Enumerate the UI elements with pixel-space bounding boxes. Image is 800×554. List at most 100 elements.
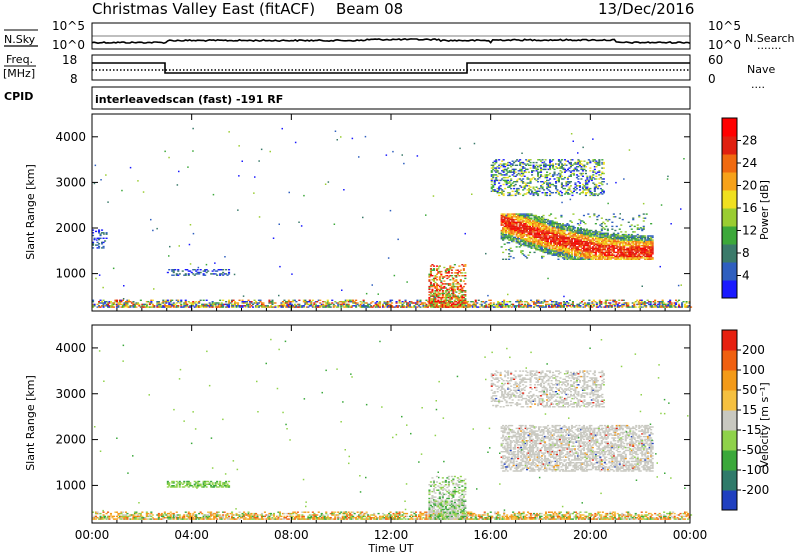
power-echo-cell	[385, 303, 388, 306]
power-echo-cell	[495, 161, 498, 164]
power-echo-cell	[500, 218, 503, 221]
power-echo-cell	[109, 305, 112, 307]
power-echo-cell	[602, 192, 605, 194]
power-echo-cell	[596, 163, 599, 165]
power-echo-cell	[518, 233, 521, 236]
power-echo-cell	[362, 306, 365, 308]
power-echo-cell	[576, 305, 579, 307]
power-echo-cell	[526, 220, 529, 222]
power-echo-cell	[526, 185, 529, 187]
power-echo-cell	[583, 302, 586, 304]
power-echo-cell	[498, 187, 501, 190]
power-echo-cell	[551, 228, 554, 230]
power-echo-cell	[192, 127, 194, 130]
power-echo-cell	[530, 221, 533, 223]
power-echo-cell	[507, 161, 510, 164]
power-echo-cell	[575, 258, 578, 260]
power-echo-cell	[226, 305, 229, 307]
power-echo-cell	[529, 229, 532, 232]
power-echo-cell	[649, 303, 652, 306]
power-echo-cell	[632, 236, 635, 239]
power-echo-cell	[443, 306, 446, 308]
power-echo-cell	[496, 175, 499, 177]
power-echo-cell	[526, 235, 529, 237]
velocity-echo-cell	[138, 512, 141, 515]
power-echo-cell	[195, 306, 198, 308]
power-echo-cell	[614, 238, 617, 240]
power-echo-cell	[507, 176, 510, 179]
power-echo-cell	[456, 296, 459, 299]
power-echo-cell	[527, 254, 530, 256]
power-echo-cell	[590, 250, 593, 252]
power-echo-cell	[607, 302, 610, 304]
power-echo-cell	[519, 178, 522, 180]
power-echo-cell	[618, 217, 621, 219]
power-echo-cell	[551, 220, 554, 222]
power-echo-cell	[525, 183, 528, 186]
power-echo-cell	[449, 306, 452, 308]
power-echo-cell	[543, 299, 546, 301]
power-echo-cell	[520, 244, 523, 247]
power-echo-cell	[580, 172, 583, 175]
power-echo-cell	[517, 231, 520, 233]
power-echo-cell	[537, 159, 540, 161]
power-echo-cell	[316, 306, 319, 308]
power-echo-cell	[434, 305, 437, 307]
power-echo-cell	[567, 227, 570, 229]
power-echo-cell	[587, 179, 590, 182]
velocity-echo-cell	[121, 515, 124, 518]
power-echo-cell	[492, 190, 495, 192]
power-echo-cell	[528, 189, 531, 191]
power-echo-cell	[558, 233, 561, 236]
power-echo-cell	[606, 299, 609, 301]
power-echo-cell	[525, 159, 528, 161]
power-echo-cell	[505, 258, 508, 260]
power-echo-cell	[117, 302, 120, 304]
power-echo-cell	[135, 303, 138, 306]
power-echo-cell	[526, 189, 529, 191]
velocity-echo-cell	[157, 515, 160, 518]
power-echo-cell	[211, 302, 214, 304]
power-echo-cell	[202, 303, 205, 306]
power-echo-cell	[190, 271, 193, 274]
power-echo-cell	[615, 301, 618, 303]
power-echo-cell	[530, 247, 533, 249]
power-echo-cell	[623, 247, 626, 249]
power-echo-cell	[542, 251, 545, 254]
power-echo-cell	[527, 243, 530, 245]
power-echo-cell	[367, 306, 370, 308]
velocity-echo-cell	[148, 515, 151, 518]
power-echo-cell	[383, 301, 386, 303]
power-echo-cell	[340, 303, 343, 306]
power-echo-cell	[576, 246, 579, 248]
power-echo-cell	[428, 275, 431, 277]
power-echo-cell	[612, 251, 615, 254]
power-echo-cell	[322, 306, 325, 308]
power-echo-cell	[570, 247, 573, 249]
power-echo-cell	[356, 302, 359, 304]
power-echo-cell	[527, 233, 530, 236]
power-echo-cell	[609, 255, 612, 258]
power-echo-cell	[641, 242, 644, 244]
power-echo-cell	[587, 246, 590, 248]
power-echo-cell	[609, 299, 612, 301]
power-echo-cell	[162, 305, 165, 307]
power-echo-cell	[406, 306, 409, 308]
power-echo-cell	[518, 303, 521, 306]
power-echo-cell	[205, 299, 208, 301]
power-echo-cell	[453, 295, 456, 297]
power-echo-cell	[552, 166, 555, 168]
power-echo-cell	[101, 305, 104, 307]
power-echo-cell	[340, 306, 343, 308]
power-echo-cell	[549, 167, 552, 169]
power-echo-cell	[253, 192, 255, 194]
power-echo-cell	[96, 244, 99, 246]
power-echo-cell	[568, 167, 571, 169]
power-echo-cell	[594, 243, 597, 245]
velocity-echo-cell	[133, 511, 136, 513]
power-echo-cell	[525, 306, 528, 308]
power-echo-cell	[596, 258, 599, 260]
power-echo-cell	[566, 168, 569, 171]
power-echo-cell	[586, 192, 589, 194]
power-echo-cell	[219, 306, 222, 308]
